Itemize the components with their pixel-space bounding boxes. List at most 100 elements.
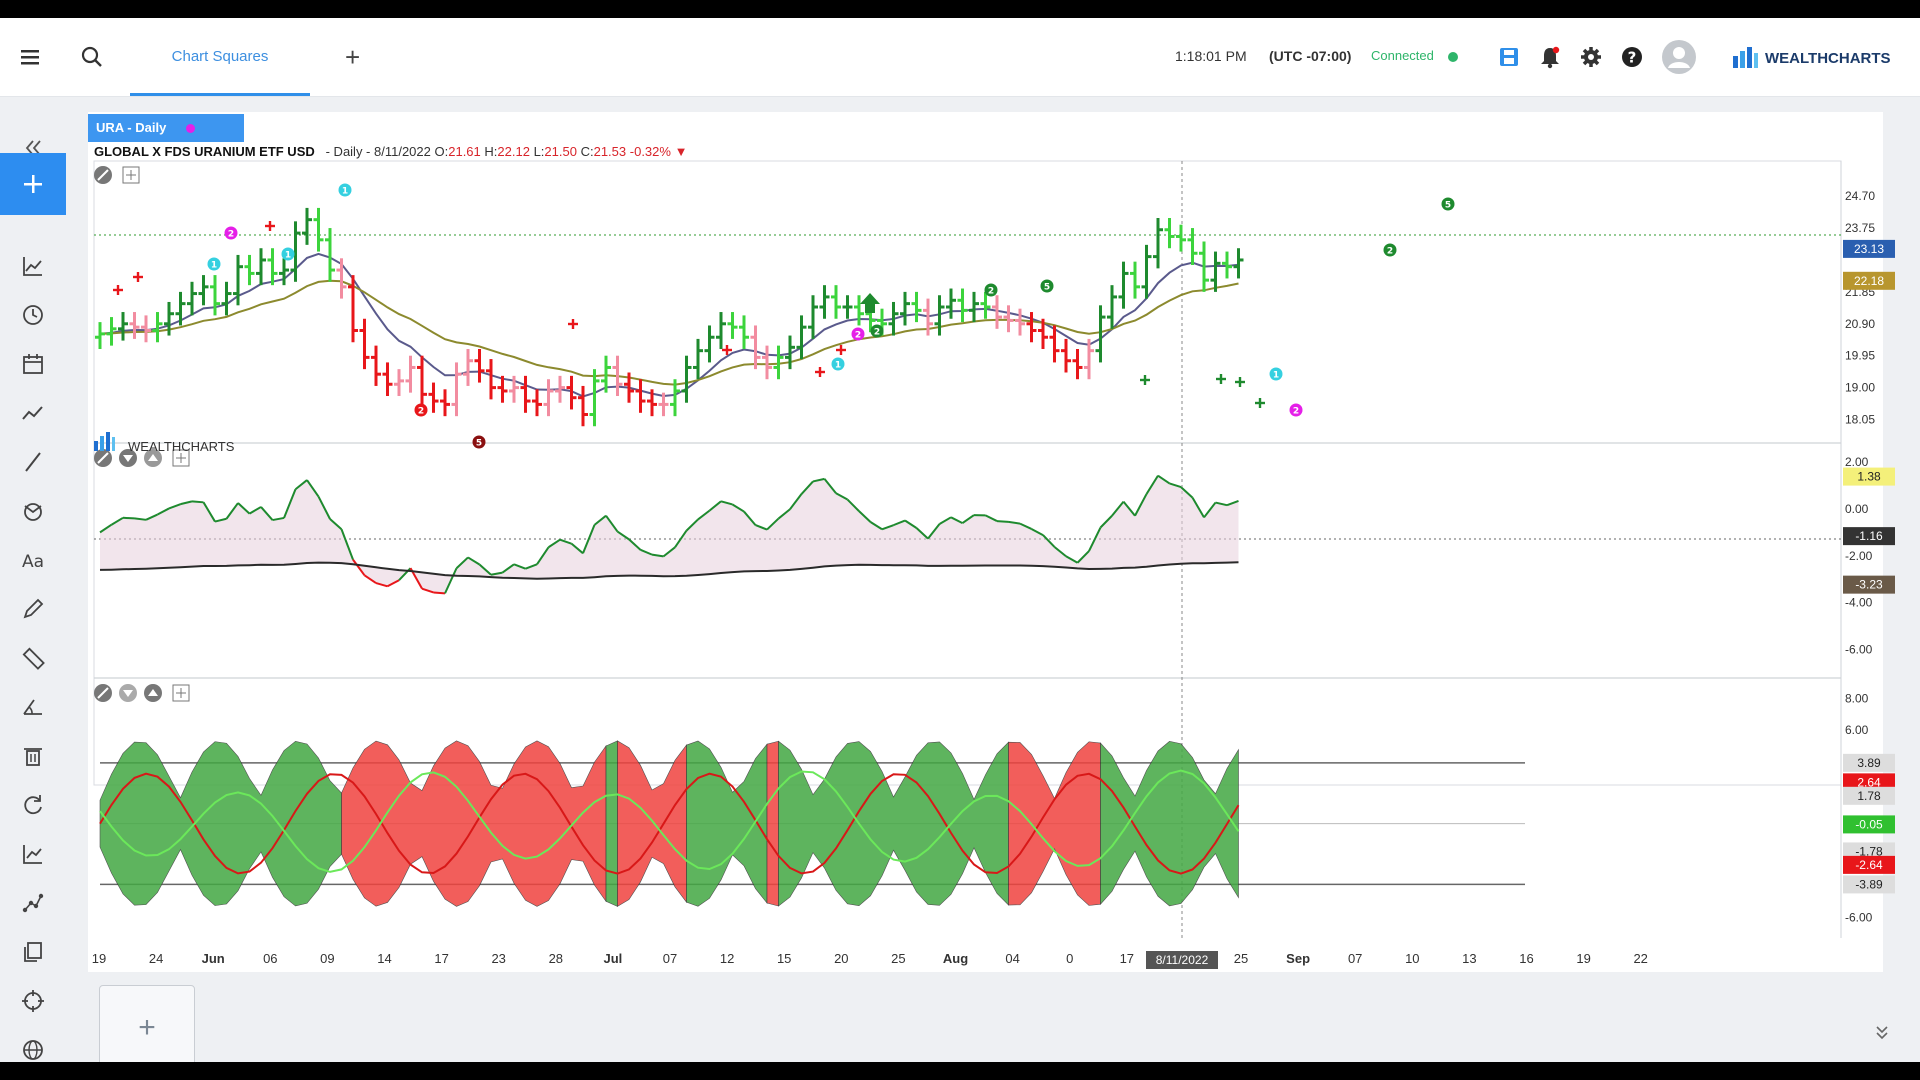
oscillator-segment xyxy=(777,508,791,520)
oscillator-segment xyxy=(329,518,343,531)
x-tick-label: 24 xyxy=(149,951,163,966)
oscillator-segment xyxy=(1053,546,1067,558)
price-bar xyxy=(1153,217,1163,269)
clock-icon[interactable] xyxy=(20,302,46,328)
calendar-icon[interactable] xyxy=(20,351,46,377)
help-icon[interactable]: ? xyxy=(1617,42,1647,72)
x-tick-label: 10 xyxy=(1405,951,1419,966)
pencil-icon[interactable] xyxy=(20,596,46,622)
squeeze-green-line xyxy=(99,769,1240,873)
oscillator-segment xyxy=(996,520,1009,523)
price-bar xyxy=(911,291,922,323)
price-bar xyxy=(509,375,519,403)
high-label: H: xyxy=(484,144,498,159)
oscillator-segment xyxy=(858,510,872,523)
search-icon[interactable] xyxy=(77,42,107,72)
symbol-tab[interactable]: URA - Daily xyxy=(88,114,244,142)
price-bar xyxy=(1003,305,1014,333)
moving-averages xyxy=(99,252,1239,398)
oscillator-segment xyxy=(387,579,400,588)
signal-count-marker: 5 xyxy=(1441,197,1455,211)
squeeze-blob xyxy=(766,740,779,907)
line-chart-icon[interactable] xyxy=(20,841,46,867)
plus-icon xyxy=(24,175,42,193)
oscillator-segment xyxy=(340,528,354,560)
x-tick-label: 07 xyxy=(663,951,677,966)
squeeze-badge-text: -0.05 xyxy=(1855,817,1883,831)
x-tick-label: Sep xyxy=(1286,951,1310,966)
oscillator-panel-controls[interactable] xyxy=(94,449,190,467)
tab-chart-squares[interactable]: Chart Squares xyxy=(130,18,310,96)
gear-icon[interactable] xyxy=(1576,42,1606,72)
signal-count-marker: 1 xyxy=(207,257,221,271)
price-bar xyxy=(566,375,577,410)
avatar[interactable] xyxy=(1660,38,1698,76)
measure-icon[interactable] xyxy=(20,694,46,720)
oscillator-segment xyxy=(1111,500,1125,517)
ma-price-badge xyxy=(1843,271,1895,290)
close-value: 21.53 xyxy=(593,144,627,159)
x-tick-label: 19 xyxy=(1576,951,1590,966)
oscillator-segment xyxy=(433,591,446,595)
add-panel-button[interactable]: + xyxy=(99,985,195,1062)
squeeze-badge-text: -1.78 xyxy=(1855,844,1883,858)
price-bar xyxy=(601,355,611,393)
indicator-icon[interactable] xyxy=(20,400,46,426)
oscillator-segment xyxy=(1157,474,1171,485)
svg-text:2: 2 xyxy=(1387,247,1393,257)
menu-icon[interactable] xyxy=(17,42,47,72)
price-bar xyxy=(647,389,657,417)
oscillator-segment xyxy=(616,530,630,541)
squeeze-badge xyxy=(1843,815,1895,834)
text-tool-icon[interactable]: Aa xyxy=(20,547,46,573)
oscillator-segment xyxy=(1042,534,1056,548)
watermark-logo-icon xyxy=(94,432,115,451)
high-value: 22.12 xyxy=(497,144,530,159)
squeeze-badge xyxy=(1843,753,1895,772)
oscillator-segment xyxy=(421,587,434,594)
chart-type-icon[interactable] xyxy=(20,253,46,279)
expand-down-icon[interactable] xyxy=(1872,1022,1892,1042)
scatter-icon[interactable] xyxy=(20,890,46,916)
osc-badge-main xyxy=(1843,467,1895,486)
svg-text:1: 1 xyxy=(342,187,348,197)
crosshair-icon[interactable] xyxy=(20,988,46,1014)
x-tick-label: 09 xyxy=(320,951,334,966)
change-down-icon: ▼ xyxy=(674,144,688,159)
trash-icon[interactable] xyxy=(20,743,46,769)
ruler-icon[interactable] xyxy=(20,645,46,671)
oscillator-segment xyxy=(904,519,918,529)
price-bar xyxy=(302,207,312,245)
oscillator-segment xyxy=(248,506,262,515)
squeeze-badge-text: 1.78 xyxy=(1857,789,1881,803)
price-bar xyxy=(497,375,508,403)
price-bar xyxy=(1187,228,1198,266)
save-icon[interactable] xyxy=(1494,42,1524,72)
shapes-icon[interactable] xyxy=(20,498,46,524)
price-panel-controls[interactable] xyxy=(94,166,140,184)
y-tick-label: 18.05 xyxy=(1845,413,1875,427)
add-drawing-button[interactable] xyxy=(0,153,66,215)
trendline-icon[interactable] xyxy=(20,449,46,475)
price-bar xyxy=(900,291,910,326)
add-tab-button[interactable]: + xyxy=(345,42,361,72)
last-price-badge-text: 23.13 xyxy=(1854,242,1884,256)
signal-plus-marker xyxy=(265,221,275,231)
price-bar xyxy=(1107,285,1117,329)
open-value: 21.61 xyxy=(448,144,481,159)
refresh-icon[interactable] xyxy=(20,792,46,818)
signal-count-marker: 5 xyxy=(472,435,486,449)
collapse-icon[interactable] xyxy=(20,135,46,161)
svg-text:2: 2 xyxy=(988,287,994,297)
price-bars xyxy=(95,207,1244,427)
oscillator-segment xyxy=(985,514,998,522)
alerts-icon[interactable] xyxy=(1535,42,1565,72)
osc-badge-cross-text: -1.16 xyxy=(1855,529,1883,543)
oscillator-segment xyxy=(444,567,458,594)
layers-icon[interactable] xyxy=(20,939,46,965)
oscillator-segment xyxy=(708,500,722,512)
globe-icon[interactable] xyxy=(20,1037,46,1062)
oscillator-segment xyxy=(375,582,388,588)
squeeze-panel-controls[interactable] xyxy=(94,684,190,702)
